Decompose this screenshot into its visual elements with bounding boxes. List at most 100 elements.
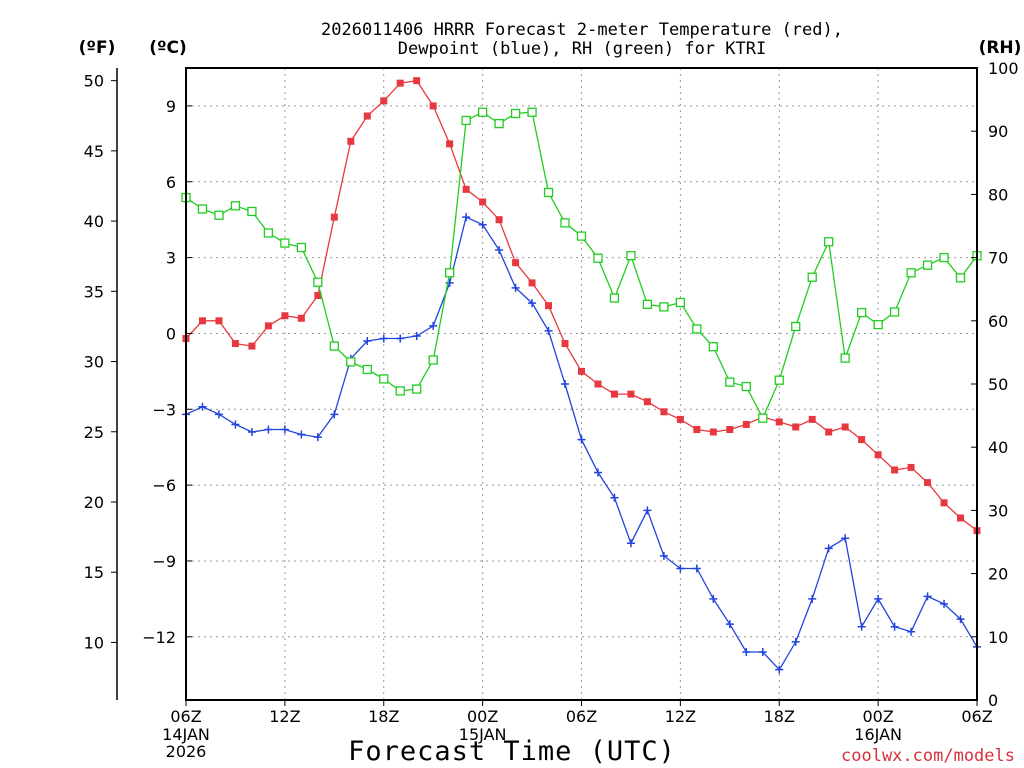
temperature-point: [281, 312, 289, 320]
temperature-point: [792, 423, 800, 431]
rh-point: [576, 231, 587, 241]
x-tick-label: 00Z: [467, 707, 498, 726]
fahrenheit-tick-label: 15: [84, 563, 104, 582]
rh-point: [692, 324, 702, 334]
rh-point: [329, 341, 339, 351]
temperature-point: [627, 390, 635, 398]
temperature-point: [545, 302, 553, 310]
rh-point: [939, 252, 949, 263]
dewpoint-point: [610, 493, 619, 502]
fahrenheit-tick-label: 35: [84, 282, 104, 301]
fahrenheit-tick-label: 10: [84, 633, 104, 652]
temperature-point: [610, 390, 618, 398]
dewpoint-point: [544, 326, 553, 335]
rh-point: [840, 353, 850, 363]
dewpoint-point: [742, 647, 751, 656]
x-tick-sublabel: 14JAN: [162, 725, 210, 744]
dewpoint-point: [758, 647, 767, 656]
temperature-point: [693, 426, 701, 434]
dewpoint-point: [956, 615, 965, 624]
temperature-point: [676, 415, 684, 423]
dewpoint-series: [182, 213, 981, 674]
credit-text: coolwx.com/models: [841, 746, 1015, 766]
dewpoint-point: [297, 430, 306, 439]
rh-point: [346, 357, 356, 367]
dewpoint-point: [478, 220, 487, 229]
x-tick-label: 06Z: [566, 707, 597, 726]
dewpoint-point: [676, 564, 685, 573]
temperature-point: [198, 317, 206, 325]
x-tick-label: 06Z: [170, 707, 201, 726]
series-layer: [181, 77, 982, 674]
temperature-point: [264, 322, 272, 330]
dewpoint-point: [643, 506, 652, 515]
temperature-point: [957, 514, 965, 522]
chart-title-line-2: Dewpoint (blue), RH (green) for KTRI: [398, 39, 766, 59]
celsius-tick-label: 0: [166, 324, 176, 343]
rh-point: [560, 218, 570, 228]
temperature-point: [314, 292, 322, 300]
rh-tick-label: 40: [988, 438, 1008, 457]
dewpoint-point: [198, 402, 207, 411]
rh-point: [395, 386, 405, 396]
celsius-tick-label: −9: [152, 552, 176, 571]
rh-point: [477, 107, 488, 117]
rh-point: [675, 297, 686, 308]
temperature-point: [578, 367, 585, 375]
dewpoint-point: [626, 539, 635, 548]
rh-point: [642, 299, 653, 310]
rh-point: [955, 273, 966, 283]
plot-frame: [185, 67, 978, 701]
x-tick-label: 12Z: [665, 707, 696, 726]
celsius-tick-label: −6: [152, 476, 176, 495]
rh-point: [856, 307, 867, 318]
celsius-tick-label: 3: [166, 249, 176, 268]
rh-point: [313, 277, 323, 287]
temperature-point: [396, 79, 404, 87]
rh-point: [906, 268, 916, 278]
temperature-line: [185, 79, 978, 532]
temperature-point: [660, 408, 668, 416]
x-axis-label: Forecast Time (UTC): [348, 736, 676, 767]
dewpoint-point: [231, 420, 240, 429]
dewpoint-point: [874, 594, 883, 603]
dewpoint-point: [824, 544, 833, 553]
temperature-point: [726, 426, 734, 434]
temperature-point: [413, 77, 421, 85]
temperature-point: [709, 428, 717, 436]
dewpoint-point: [890, 622, 899, 631]
rh-tick-label: 20: [988, 565, 1008, 584]
rh-point: [873, 319, 883, 330]
rh-point: [824, 237, 834, 247]
rh-point: [543, 187, 554, 198]
temperature-point: [380, 97, 388, 105]
dewpoint-point: [593, 468, 602, 477]
rh-point: [247, 206, 257, 217]
rh-point: [807, 272, 817, 282]
temperature-point: [858, 436, 866, 444]
rh-point: [708, 342, 718, 352]
temperature-point: [841, 423, 849, 431]
rh-series: [181, 107, 982, 423]
temperature-point: [330, 213, 338, 221]
rh-point: [725, 377, 735, 387]
rh-point: [659, 302, 669, 312]
rh-point: [889, 307, 900, 317]
temperature-point: [528, 279, 536, 287]
rh-point: [593, 253, 603, 263]
rh-point: [461, 115, 471, 126]
x-tick-label: 00Z: [862, 707, 893, 726]
dewpoint-point: [725, 620, 734, 629]
dewpoint-point: [775, 665, 784, 674]
dewpoint-point: [791, 637, 800, 646]
temperature-point: [561, 340, 569, 348]
dewpoint-point: [247, 428, 256, 437]
celsius-axis-unit: (ºC): [149, 38, 187, 58]
dewpoint-point: [528, 299, 537, 308]
rh-point: [362, 364, 372, 375]
celsius-tick-label: −3: [152, 400, 176, 419]
rh-point: [922, 260, 933, 270]
temperature-point: [775, 418, 783, 426]
fahrenheit-tick-label: 30: [84, 353, 104, 372]
rh-point: [609, 293, 620, 303]
